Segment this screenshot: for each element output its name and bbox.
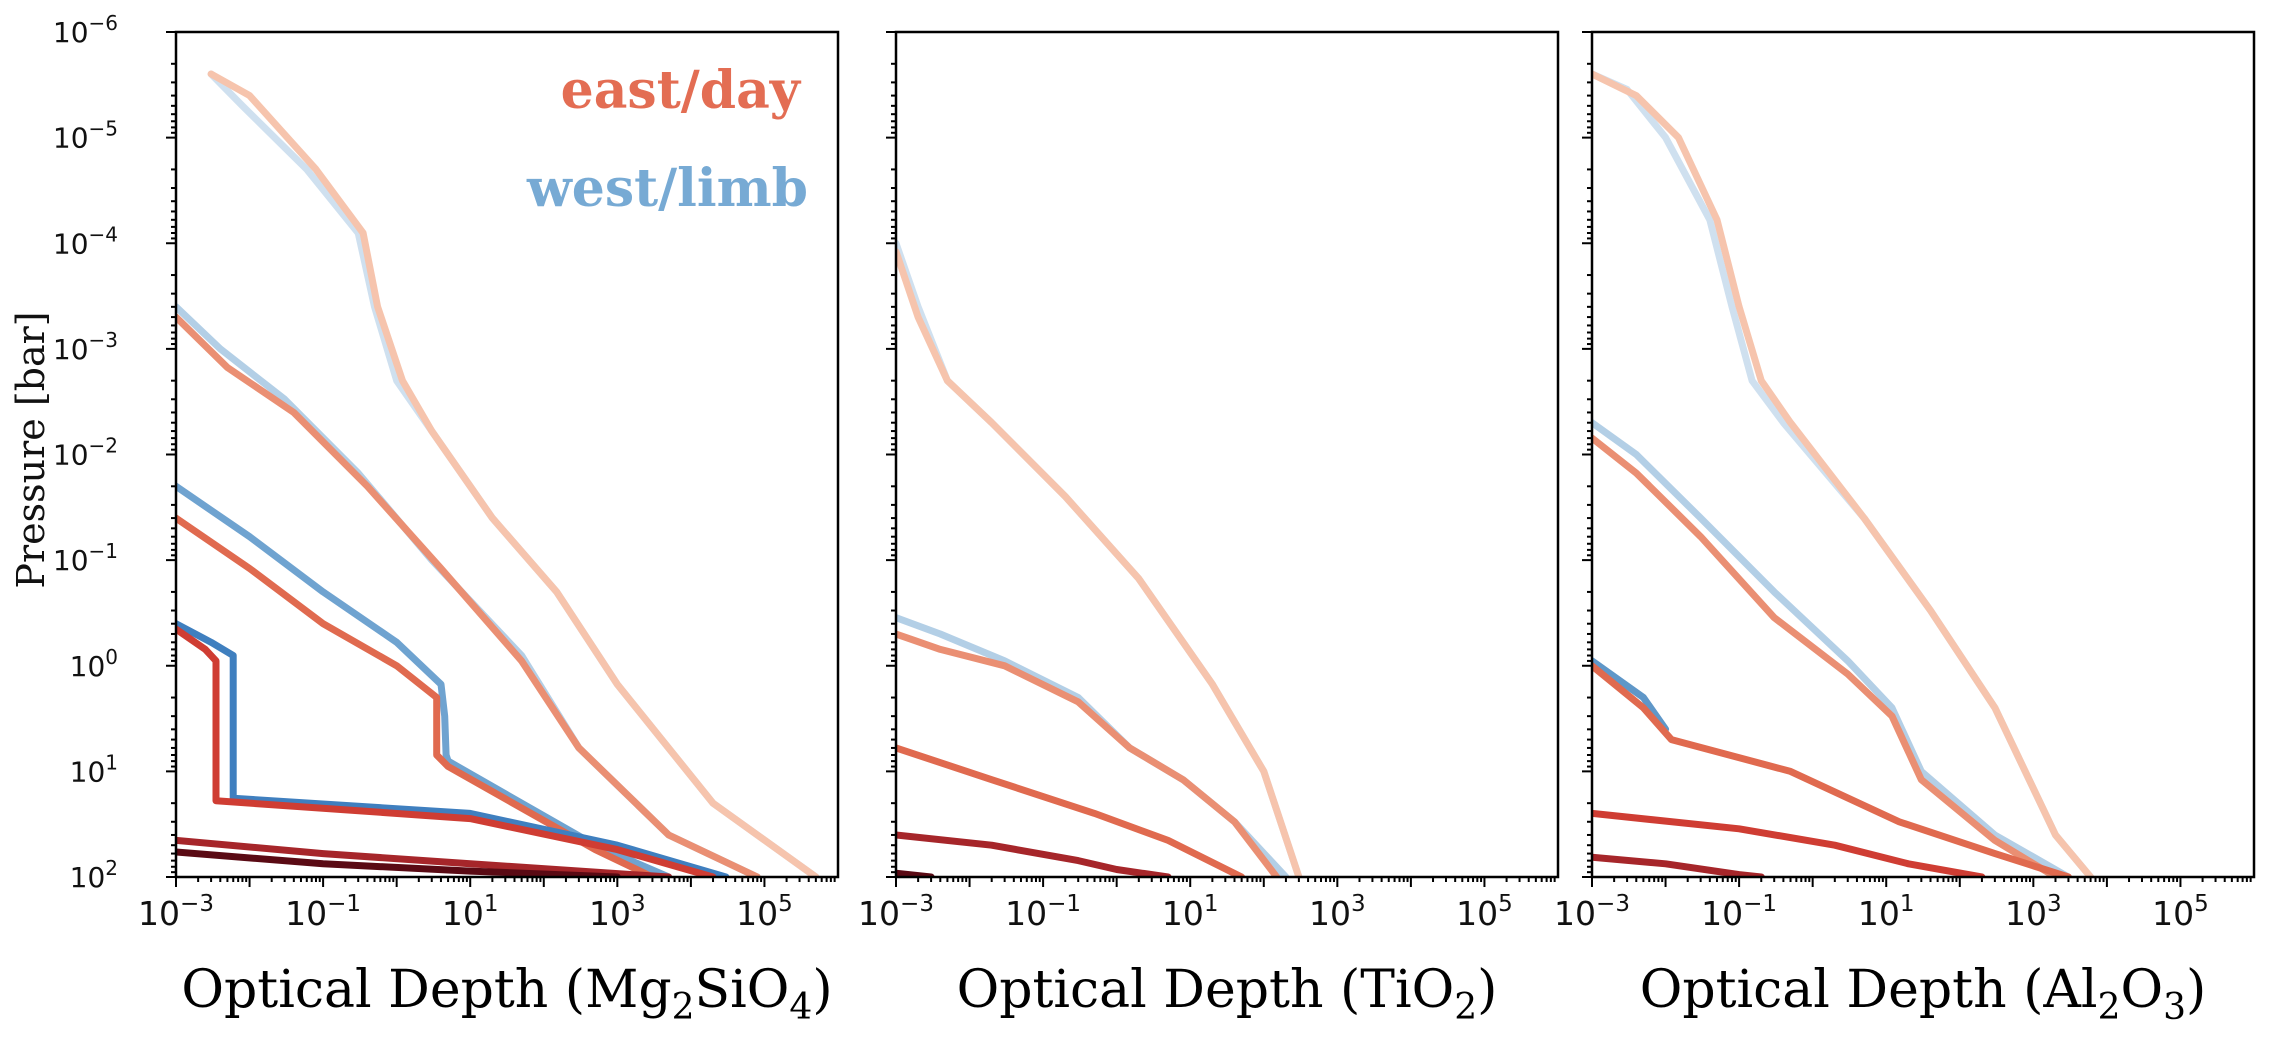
x-tick-label: 103: [1309, 891, 1366, 933]
x-axis-label: Optical Depth (Mg2SiO4): [181, 960, 832, 1028]
x-ticks: 10−3 10−1 101 103 105: [138, 877, 836, 933]
x-tick-label: 101: [1858, 891, 1915, 933]
series-east-5: [1592, 809, 1986, 877]
series-east-2: [896, 630, 1281, 877]
x-axis-label: Optical Depth (Al2O3): [1640, 960, 2207, 1028]
series-east-1: [207, 70, 820, 877]
x-ticks: 10−3 10−1 101 103 105: [1554, 877, 2252, 933]
y-ticks: [886, 31, 896, 878]
x-tick-label: 10−1: [1701, 891, 1777, 933]
series-west-1: [896, 239, 1303, 877]
series-west-4: [176, 620, 730, 877]
y-tick-label: 10−3: [53, 328, 118, 366]
x-tick-label: 105: [736, 891, 793, 933]
y-ticks: [1582, 31, 1592, 878]
plot-frame: [894, 30, 1560, 879]
y-ticks: 10−6 10−5 10−4 10−3 10−2 10−1 100 101 102: [53, 11, 176, 894]
series-east-2: [176, 313, 761, 877]
x-tick-label: 101: [442, 891, 499, 933]
series-east-6: [176, 848, 621, 877]
series-east-2: [1592, 434, 2059, 877]
series-east-3: [1592, 662, 2072, 877]
series-west-2: [1592, 419, 2072, 877]
series-east-3: [176, 514, 656, 877]
x-tick-label: 103: [2005, 891, 2062, 933]
y-tick-label: 100: [70, 645, 118, 683]
y-axis-label: Pressure [bar]: [9, 311, 53, 588]
series-east-5: [896, 831, 1172, 877]
x-tick-label: 10−3: [138, 891, 214, 933]
series-west-3: [176, 482, 673, 877]
x-tick-label: 10−3: [1554, 891, 1630, 933]
y-tick-label: 102: [70, 856, 118, 894]
series-east-4: [176, 625, 717, 877]
y-tick-label: 10−2: [53, 434, 118, 472]
series-east-5: [176, 836, 673, 877]
series-east-1: [1592, 70, 2095, 877]
panel-curves: [176, 70, 820, 877]
x-tick-label: 10−3: [858, 891, 934, 933]
y-tick-label: 10−6: [53, 11, 118, 49]
series-west-3: [1592, 657, 1670, 733]
series-east-6: [1592, 853, 1765, 877]
y-tick-label: 101: [70, 750, 118, 788]
x-tick-label: 103: [589, 891, 646, 933]
y-tick-label: 10−1: [53, 539, 118, 577]
series-east-3: [896, 744, 1246, 877]
legend-west-limb: west/limb: [526, 158, 808, 219]
panel-al2o3: 10−3 10−1 101 103 105 Optical Depth (Al2O3): [1554, 30, 2256, 1028]
panel-tio2: 10−3 10−1 101 103 105 Optical Depth (TiO2): [858, 30, 1560, 1028]
y-tick-label: 10−5: [53, 117, 118, 155]
panel-curves: [896, 239, 1303, 877]
panel-mg2sio4: 10−3 10−1 101 103 105 10−610−510−410−310−210…: [53, 11, 840, 1028]
legend-east-day: east/day: [561, 60, 802, 121]
x-tick-label: 105: [2152, 891, 2209, 933]
x-tick-label: 105: [1456, 891, 1513, 933]
legend: east/day west/limb: [526, 60, 808, 219]
series-east-1: [896, 248, 1303, 877]
x-tick-label: 101: [1162, 891, 1219, 933]
x-tick-label: 10−1: [285, 891, 361, 933]
y-tick-label: 10−4: [53, 222, 118, 260]
x-ticks: 10−3 10−1 101 103 105: [858, 877, 1556, 933]
x-axis-label: Optical Depth (TiO2): [957, 960, 1498, 1028]
panel-curves: [1592, 70, 2095, 877]
x-tick-label: 10−1: [1005, 891, 1081, 933]
